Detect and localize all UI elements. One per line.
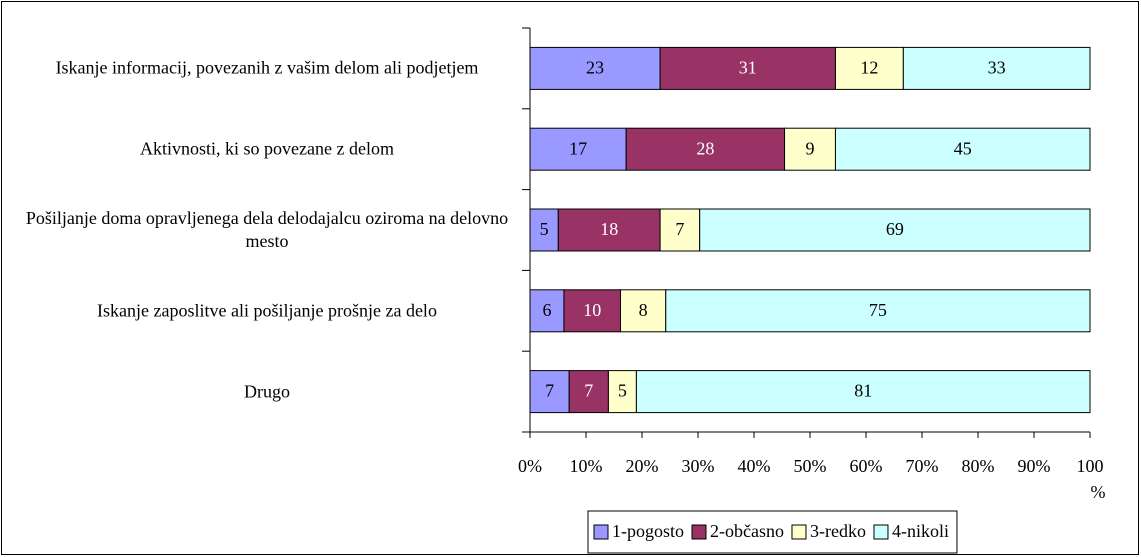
value-label: 12 — [860, 58, 878, 78]
x-tick-label-line: 40% — [738, 456, 771, 476]
x-tick-label-line: 70% — [906, 456, 939, 476]
bar-segment — [529, 46, 661, 90]
x-tick-label: 90% — [1018, 456, 1051, 476]
x-tick-label: 60% — [850, 456, 883, 476]
category-label: Iskanje zaposlitve ali pošiljanje prošnj… — [97, 300, 437, 321]
value-label: 17 — [569, 138, 587, 158]
x-tick-label: 30% — [682, 456, 715, 476]
bar-segment — [557, 208, 661, 252]
legend-swatch — [691, 524, 707, 540]
bar-segment — [529, 370, 570, 414]
bar-segment — [529, 289, 565, 333]
x-tick-label: 20% — [626, 456, 659, 476]
x-tick-label-line: 30% — [682, 456, 715, 476]
value-label: 81 — [854, 381, 872, 401]
bar-segment — [665, 289, 1091, 333]
legend-swatch — [791, 524, 807, 540]
legend-label: 2-občasno — [710, 521, 784, 541]
x-tick-label: 70% — [906, 456, 939, 476]
legend-swatch — [593, 524, 609, 540]
bar-segment — [607, 370, 637, 414]
category-label: Aktivnosti, ki so povezane z delom — [140, 138, 394, 159]
value-label: 28 — [696, 138, 714, 158]
bar-segment — [902, 46, 1091, 90]
value-label: 31 — [739, 58, 757, 78]
legend-label: 1-pogosto — [612, 521, 684, 541]
value-label: 7 — [584, 381, 593, 401]
bar-segment — [568, 370, 609, 414]
x-tick-label-line: 10% — [570, 456, 603, 476]
x-tick-label-line: 20% — [626, 456, 659, 476]
x-tick-label-line: 90% — [1018, 456, 1051, 476]
value-label: 5 — [540, 219, 549, 239]
category-label: Drugo — [244, 381, 290, 402]
legend-box — [587, 510, 958, 554]
value-label: 45 — [954, 138, 972, 158]
x-tick-label: 40% — [738, 456, 771, 476]
bar-segment — [620, 289, 667, 333]
bar-segment — [834, 127, 1091, 171]
value-label: 75 — [869, 300, 887, 320]
legend-swatch — [873, 524, 889, 540]
bar-segment — [659, 208, 701, 252]
value-label: 69 — [886, 219, 904, 239]
x-tick-label: 10% — [570, 456, 603, 476]
x-tick-label: 50% — [794, 456, 827, 476]
x-tick-label: 80% — [962, 456, 995, 476]
x-tick-label-line: 50% — [794, 456, 827, 476]
value-label: 23 — [586, 58, 604, 78]
category-label: Pošiljanje doma opravljenega dela deloda… — [25, 208, 509, 251]
legend-label: 4-nikoli — [892, 521, 949, 541]
value-label: 6 — [542, 300, 551, 320]
x-tick-label-line: 0% — [518, 456, 542, 476]
value-label: 8 — [639, 300, 648, 320]
x-tick-label-line: 60% — [850, 456, 883, 476]
value-label: 9 — [806, 138, 815, 158]
value-label: 7 — [675, 219, 684, 239]
legend: 1-pogosto 2-občasno 3-redko 4-nikoli — [587, 510, 958, 554]
bar-segment — [563, 289, 622, 333]
x-tick-label-line: 100 — [1077, 456, 1104, 476]
bar-segment — [625, 127, 786, 171]
value-label: 18 — [600, 219, 618, 239]
legend-label: 3-redko — [810, 521, 866, 541]
x-tick-label-line: 80% — [962, 456, 995, 476]
value-label: 33 — [988, 58, 1006, 78]
bar-segment — [659, 46, 836, 90]
bar-segment — [635, 370, 1091, 414]
value-label: 10 — [583, 300, 601, 320]
x-tick-label: 0% — [518, 456, 542, 476]
value-label: 7 — [545, 381, 554, 401]
value-label: 5 — [618, 381, 627, 401]
category-label: Iskanje informacij, povezanih z vašim de… — [55, 57, 479, 78]
x-tick-label: 100% — [1077, 456, 1106, 502]
bar-segment — [699, 208, 1091, 252]
x-tick-label-line: % — [1091, 482, 1106, 502]
